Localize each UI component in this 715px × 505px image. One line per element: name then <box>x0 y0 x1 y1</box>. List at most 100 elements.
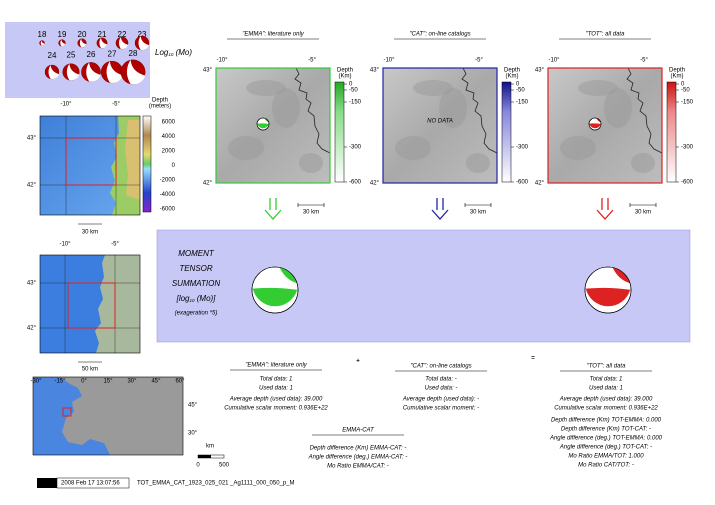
depth-label: Depth <box>669 68 685 74</box>
legend-scale-label: Log10 (Mo) <box>155 48 192 57</box>
relief-shade <box>466 153 490 173</box>
depth-tick-label: 0 <box>172 163 176 169</box>
legend-beachball-white <box>138 36 149 51</box>
depth-tick-label: 0 <box>349 82 353 88</box>
depth-label: Depth <box>152 98 168 104</box>
stats-title: "TOT": all data <box>587 364 626 370</box>
region-box <box>65 137 117 186</box>
legend-beachball-white <box>79 38 87 48</box>
stats-line: Mo Ratio EMMA/CAT: - <box>327 464 389 470</box>
summation-unit-rest: (Mo)] <box>195 294 217 303</box>
depth-tick-label: -600 <box>516 180 529 186</box>
event-beachball-outline <box>588 117 602 131</box>
lat-tick-label: 42° <box>535 181 545 187</box>
depth-tick-label: 2000 <box>162 149 176 155</box>
lon-tick-label: -15° <box>54 379 66 385</box>
coastline <box>294 67 331 154</box>
depth-tick-label: -600 <box>349 180 362 186</box>
depth-label: (Km) <box>339 74 352 80</box>
legend-scale-label-rest: (Mo) <box>173 48 192 57</box>
summation-label: TENSOR <box>179 264 213 273</box>
stats-title: EMMA-CAT <box>342 428 375 434</box>
relief-shade <box>246 80 286 96</box>
stats-line: Used data: 1 <box>589 386 623 392</box>
depth-tick-label: -2000 <box>160 178 176 184</box>
world-highlight <box>62 407 72 417</box>
lat-tick-label: 42° <box>27 326 37 332</box>
summation-unit-sub: 10 <box>190 298 196 303</box>
depth-tick-label: -150 <box>516 100 529 106</box>
depth-tick-label: -6000 <box>160 207 176 213</box>
logo: GMT <box>40 481 54 487</box>
stats-line: Mo Ratio CAT/TOT: - <box>578 463 634 469</box>
relief-shade <box>272 88 300 128</box>
depth-colorbar <box>501 81 512 183</box>
magnitude-label: 21 <box>98 30 107 39</box>
stats-title: "CAT": on-line catalogs <box>410 364 471 370</box>
depth-tick-label: -50 <box>349 88 358 94</box>
down-arrow <box>596 198 614 220</box>
relief-shade <box>228 136 264 160</box>
stats-line: Depth difference (Km) EMMA-CAT: - <box>310 446 407 452</box>
depth-colorbar <box>666 81 677 183</box>
map-frame <box>547 67 663 184</box>
stats-line: Angle difference (deg.) EMMA-CAT: - <box>308 455 408 461</box>
lon-tick-label: -5° <box>111 242 119 248</box>
magnitude-label: 19 <box>58 30 67 39</box>
summation-label: MOMENT <box>178 249 215 258</box>
lat-tick-label: 43° <box>535 68 545 74</box>
lon-tick-label: -5° <box>475 58 483 64</box>
lon-tick-label: -5° <box>640 58 648 64</box>
magnitude-label: 23 <box>138 30 147 39</box>
summation-label: SUMMATION <box>172 279 221 288</box>
stats-title: "EMMA": literature only <box>245 363 308 369</box>
stats-line: Angle difference (deg.) TOT-CAT: - <box>559 445 652 451</box>
summed-beachball-outline <box>584 266 632 314</box>
scale-label: 50 km <box>82 367 98 373</box>
relief-shade <box>439 88 467 128</box>
relief-shade <box>299 153 323 173</box>
legend-scale-label-sub: 10 <box>168 52 174 57</box>
stats-line: Depth difference (Km) TOT-EMMA: 0.000 <box>551 418 662 424</box>
event-beachball-sliver <box>264 118 269 123</box>
legend-beachball-white <box>66 63 80 81</box>
stats-line: Angle difference (deg.) TOT-EMMA: 0.000 <box>549 436 663 442</box>
lat-tick-label: 30° <box>188 431 198 437</box>
no-data-label: NO DATA <box>427 119 453 125</box>
lon-tick-label: 0° <box>81 379 87 385</box>
legend-beachball-white <box>106 61 123 84</box>
scale-bar-fill <box>198 455 211 458</box>
magnitude-label: 25 <box>67 51 76 60</box>
region-box <box>67 282 116 329</box>
legend-beachball-white <box>40 40 45 46</box>
lon-tick-label: -10° <box>60 102 72 108</box>
lon-tick-label: -5° <box>308 58 316 64</box>
depth-tick-label: -150 <box>349 100 362 106</box>
map-frame <box>382 67 498 184</box>
summed-beachball-sliver <box>612 267 630 284</box>
lon-tick-label: -10° <box>216 58 228 64</box>
lat-tick-label: 43° <box>370 68 380 74</box>
legend-beachball-white <box>86 62 101 82</box>
relief-shade <box>604 88 632 128</box>
depth-tick-label: 0 <box>681 82 685 88</box>
magnitude-label: 18 <box>38 30 47 39</box>
relief-shade <box>631 153 655 173</box>
lat-tick-label: 42° <box>27 183 37 189</box>
scale-unit: km <box>206 444 214 450</box>
lon-tick-label: 30° <box>127 379 137 385</box>
down-arrow <box>431 198 449 220</box>
stats-line: Cumulative scalar moment: 0.936E+22 <box>224 406 328 412</box>
summation-unit-base: [log <box>176 294 190 303</box>
depth-tick-label: -600 <box>681 180 694 186</box>
lon-tick-label: -5° <box>112 102 120 108</box>
summed-beachball-outline <box>251 266 299 314</box>
lat-tick-label: 42° <box>203 181 213 187</box>
relief-shade <box>395 136 431 160</box>
legend-scale-label-base: Log <box>155 48 169 57</box>
stats-line: Cumulative scalar moment: 0.936E+22 <box>554 406 658 412</box>
depth-label: (Km) <box>671 74 684 80</box>
filename: TOT_EMMA_CAT_1923_025_021 _Ag1111_000_05… <box>137 481 295 487</box>
